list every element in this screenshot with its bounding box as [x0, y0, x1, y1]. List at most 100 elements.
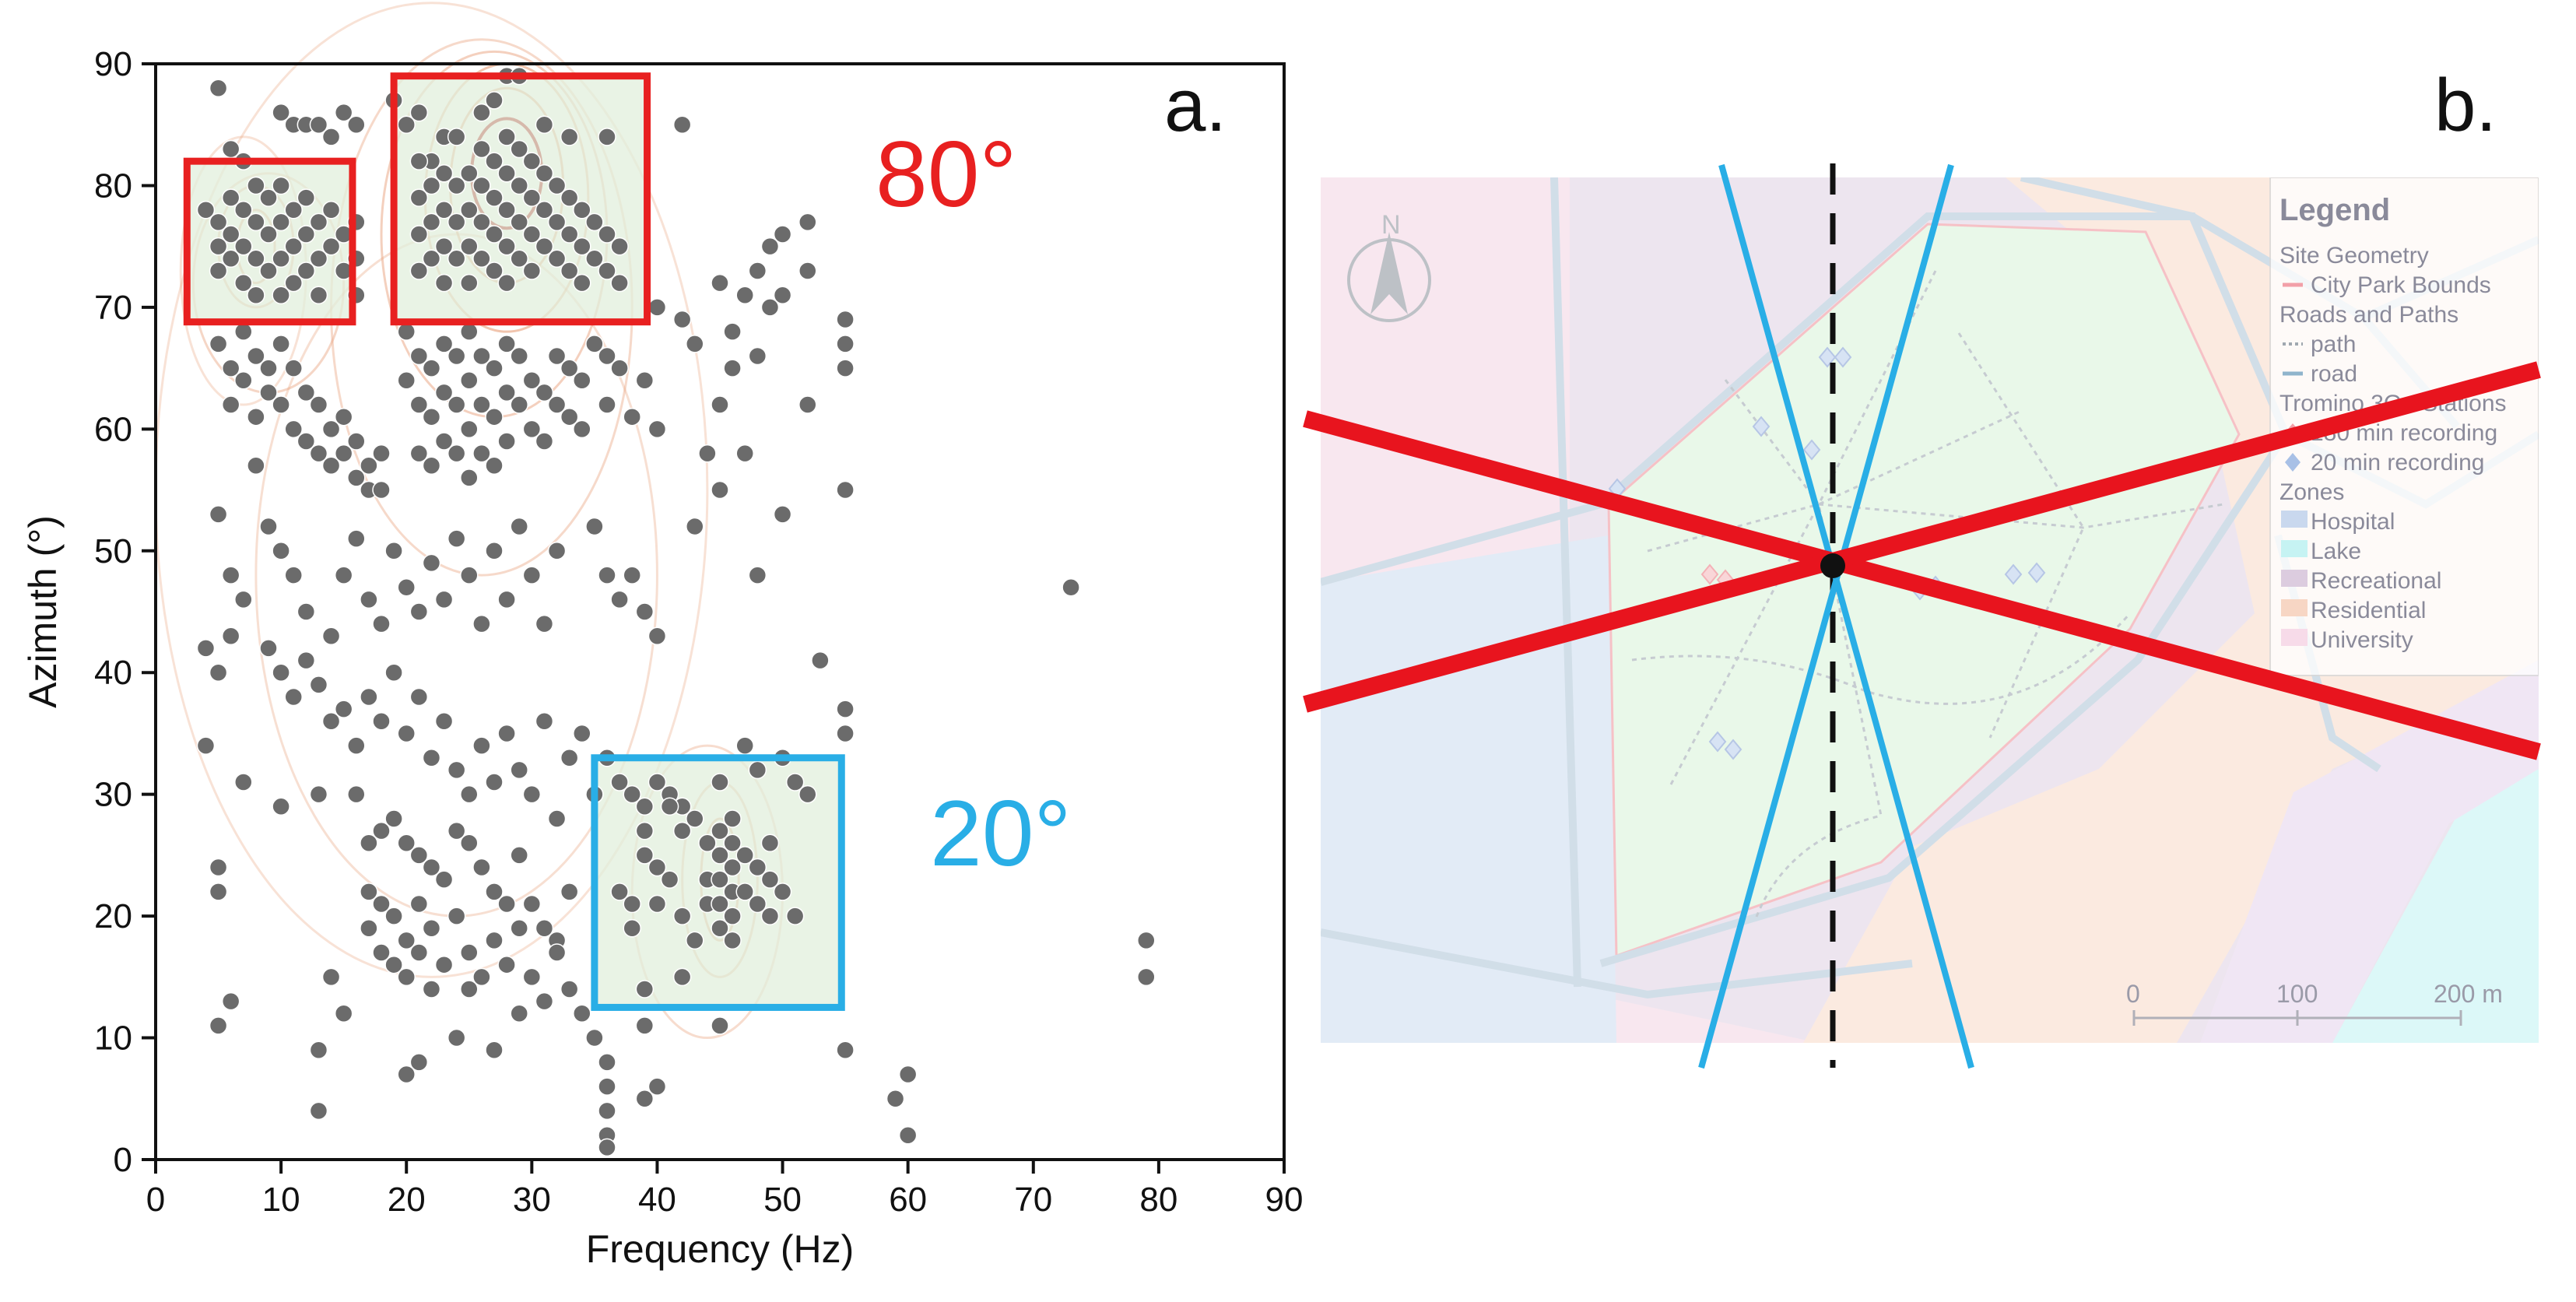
scatter-point — [372, 480, 391, 500]
scatter-point — [598, 566, 616, 584]
scatter-point — [297, 383, 316, 402]
array-center-marker — [1820, 553, 1845, 578]
legend-label: path — [2311, 332, 2356, 357]
legend-diamond-icon — [2285, 453, 2301, 472]
scatter-point — [409, 1053, 429, 1072]
scatter-point — [773, 883, 792, 901]
scatter-point — [585, 212, 604, 232]
scatter-point — [485, 188, 504, 207]
legend-item: 20 min recording — [2285, 450, 2484, 476]
scatter-point — [735, 883, 754, 901]
scatter-point — [711, 870, 729, 889]
scatter-point — [297, 602, 316, 621]
legend-heading: Zones — [2279, 479, 2344, 505]
scatter-point — [510, 176, 528, 195]
scatter-point — [610, 273, 629, 293]
y-tick-label: 80 — [94, 167, 132, 205]
scatter-point — [384, 955, 403, 974]
scatter-point — [259, 639, 278, 658]
scatter-point — [573, 371, 591, 390]
legend-item: Zones — [2279, 479, 2344, 505]
scatter-point — [247, 346, 265, 366]
scatter-point — [585, 335, 604, 353]
scatter-point — [472, 395, 491, 414]
scatter-point — [510, 1004, 528, 1023]
scatter-point — [272, 663, 290, 682]
scatter-point — [397, 931, 416, 950]
scatter-point — [723, 931, 742, 950]
scatter-point — [397, 967, 416, 987]
scatter-point — [334, 407, 353, 426]
scatter-point — [598, 1138, 616, 1157]
scatter-point — [522, 188, 542, 207]
scatter-point — [836, 1041, 855, 1059]
scatter-point — [372, 614, 391, 633]
scatter-point — [598, 346, 616, 366]
scatter-point — [510, 517, 528, 536]
scatter-point — [372, 444, 391, 463]
scatter-point — [234, 200, 253, 219]
scatter-point — [347, 529, 366, 548]
scatter-point — [711, 821, 729, 841]
scatter-point — [560, 359, 579, 377]
x-tick-label: 10 — [262, 1181, 300, 1219]
scatter-point — [360, 687, 378, 707]
scatter-point — [209, 858, 228, 877]
scatter-point — [623, 566, 641, 584]
scatter-point — [623, 919, 641, 938]
legend-zone-swatch — [2281, 540, 2308, 557]
scatter-point — [547, 346, 567, 366]
scatter-point — [497, 590, 516, 609]
scatter-point — [234, 273, 253, 293]
scatter-point — [460, 237, 479, 256]
scatter-point — [748, 346, 767, 366]
scatter-point — [535, 164, 554, 183]
scatter-point — [221, 249, 240, 268]
legend-item: City Park Bounds — [2283, 272, 2491, 298]
scatter-point — [409, 152, 429, 170]
scatter-point — [422, 980, 441, 998]
scatter-point — [460, 419, 479, 439]
scatter-point — [259, 225, 278, 244]
scatter-point — [422, 359, 441, 377]
scatter-point — [648, 298, 667, 317]
scatter-point — [648, 894, 667, 914]
scatter-point — [434, 273, 454, 293]
scatter-point — [510, 919, 528, 938]
north-arrow-icon: N — [1347, 210, 1431, 322]
scatter-point — [535, 432, 554, 451]
scatter-point — [535, 200, 554, 219]
scatter-point — [409, 602, 429, 621]
scatter-point — [347, 432, 366, 451]
scatter-point — [711, 846, 729, 865]
scatter-point — [560, 883, 579, 901]
scatter-point — [723, 907, 742, 925]
scatter-point — [635, 1090, 655, 1108]
scatter-point — [196, 639, 216, 658]
scale-bar: 0 100 200 m — [2126, 980, 2503, 1026]
scatter-point — [409, 346, 429, 366]
scatter-point — [610, 883, 629, 901]
scatter-point — [234, 590, 253, 609]
scatter-point — [247, 212, 265, 232]
red-beam-line-ascending — [1303, 361, 2541, 713]
scatter-point — [472, 139, 491, 159]
paths — [1631, 270, 2224, 918]
scatter-point — [397, 577, 416, 597]
scatter-point — [623, 784, 641, 804]
scatter-point — [460, 566, 479, 584]
legend-label: Lake — [2311, 539, 2361, 564]
scatter-point — [409, 225, 429, 244]
scatter-point — [347, 736, 366, 755]
scatter-point — [321, 712, 341, 731]
scatter-point — [397, 833, 416, 852]
scatter-point — [485, 261, 504, 280]
scatter-point — [510, 249, 528, 268]
scatter-panel: 0 10 20 30 40 50 60 70 80 90 0102030405060708090 … — [21, 2, 1303, 1271]
scatter-point — [497, 383, 516, 402]
scatter-point — [648, 626, 667, 646]
panel-label-b: b. — [2434, 64, 2497, 147]
scatter-point — [397, 322, 416, 341]
scatter-point — [497, 164, 516, 183]
